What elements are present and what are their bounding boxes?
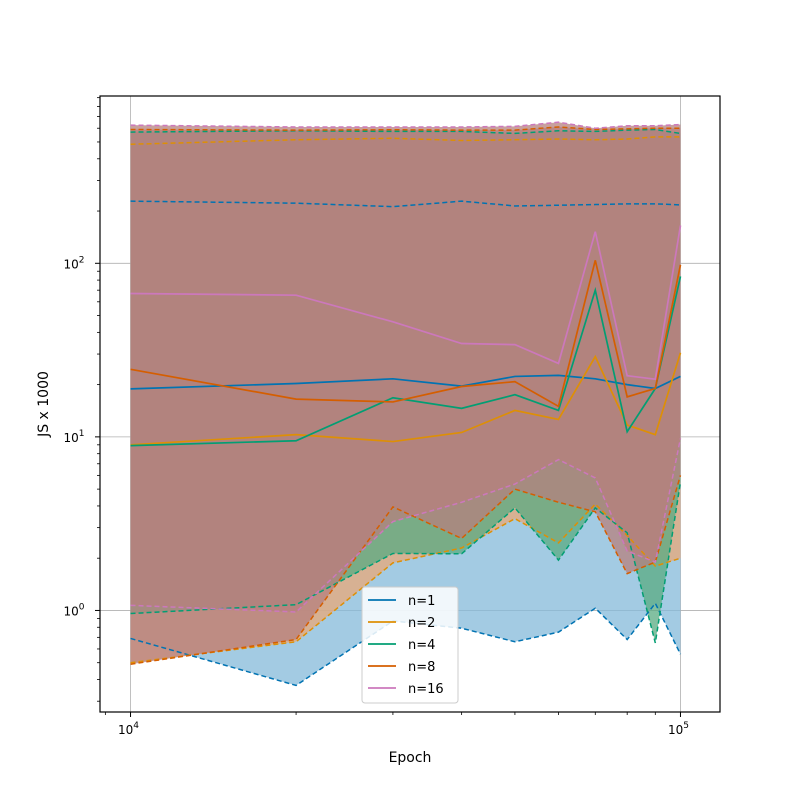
legend-label: n=2 <box>408 616 435 631</box>
n16-mean-line <box>130 225 682 381</box>
n4-mean-line <box>130 276 682 447</box>
n16-lower-line <box>130 438 682 613</box>
legend-label: n=16 <box>408 682 444 697</box>
legend-label: n=1 <box>408 594 435 609</box>
n1-mean-line <box>130 374 681 390</box>
legend-box <box>361 586 459 704</box>
n2-mean-line <box>130 352 682 446</box>
legend: n=1 n=2 n=4 n=8 n=16 <box>361 586 459 704</box>
plot-frame <box>99 95 721 713</box>
x-axis-title: Epoch <box>389 750 432 766</box>
n8-lower-line <box>130 475 682 665</box>
band-n16 <box>130 122 681 612</box>
n4-lower-line <box>130 481 682 644</box>
legend-label: n=8 <box>408 660 435 675</box>
legend-label: n=4 <box>408 638 435 653</box>
n1-lower-line <box>130 601 682 687</box>
n8-mean-line <box>130 260 682 408</box>
y-axis-title: JS x 1000 <box>36 371 52 438</box>
series-lines <box>130 121 682 687</box>
